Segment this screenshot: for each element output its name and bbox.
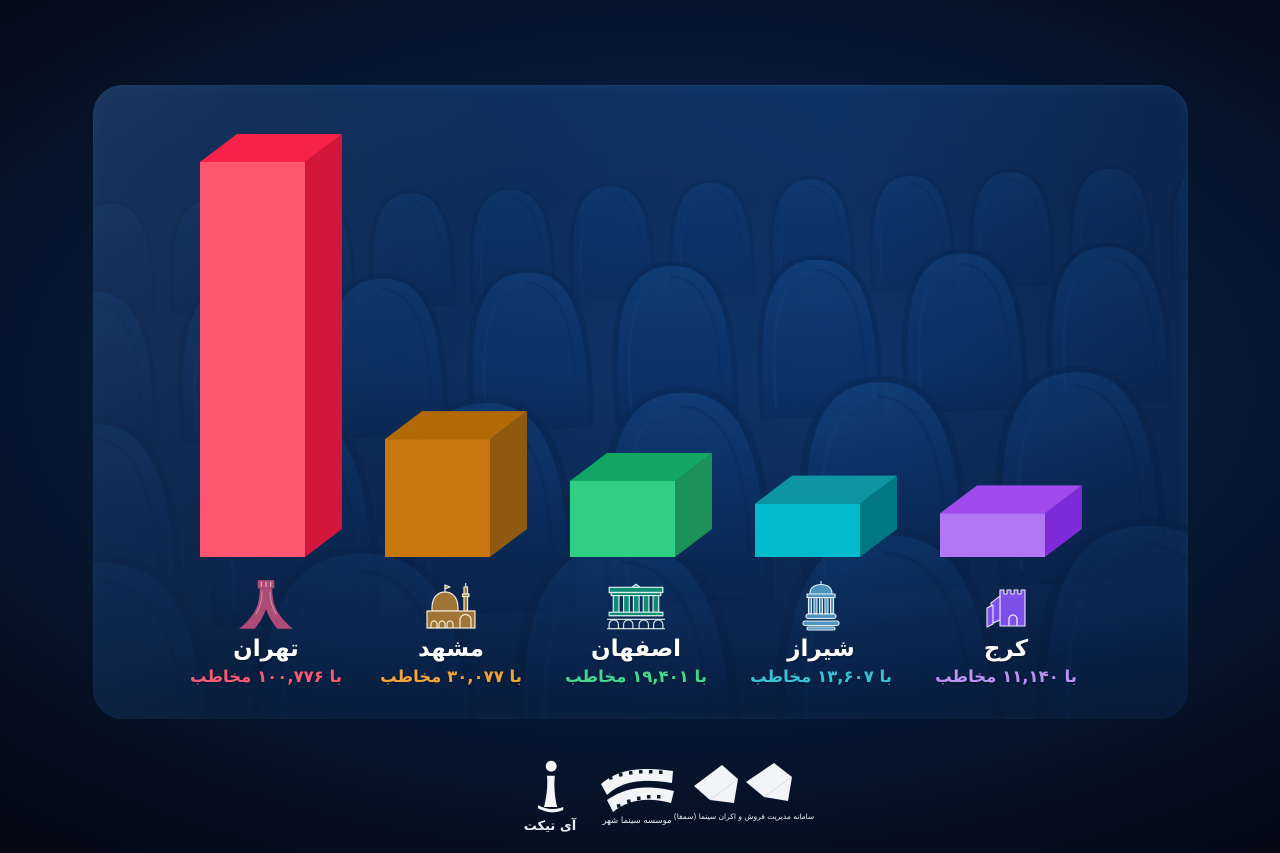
chehel-sotoun-bridge-icon: [605, 577, 667, 633]
iticket-figure-icon: [538, 760, 564, 813]
cinema-shahr-logo: موسسه سینما شهر: [592, 764, 682, 826]
bar-karaj: [940, 485, 1082, 557]
karaj-fort-icon: [978, 577, 1034, 633]
city-name: شیراز: [787, 636, 855, 662]
city-column-karaj: کرج با ۱۱,۱۴۰ مخاطب: [906, 577, 1106, 686]
imam-reza-shrine-icon: [422, 577, 480, 633]
city-audience-count: با ۳۰,۰۷۷ مخاطب: [380, 667, 522, 686]
bar-shiraz: [755, 475, 897, 557]
iticket-logo: آی تیکت: [503, 760, 597, 834]
bar-isfahan: [570, 452, 712, 557]
city-audience-count: با ۱۳,۶۰۷ مخاطب: [750, 667, 892, 686]
samfa-wordmark: سامانه مدیریت فروش و اکران سینما (سمفا): [673, 812, 815, 821]
city-column-isfahan: اصفهان با ۱۹,۴۰۱ مخاطب: [536, 577, 736, 686]
city-name: مشهد: [417, 636, 485, 662]
city-column-tehran: تهران با ۱۰۰,۷۷۶ مخاطب: [166, 577, 366, 686]
hafez-tomb-icon: [793, 577, 849, 633]
city-audience-count: با ۱۰۰,۷۷۶ مخاطب: [190, 667, 342, 686]
city-audience-count: با ۱۱,۱۴۰ مخاطب: [935, 667, 1077, 686]
samfa-logo: سامانه مدیریت فروش و اکران سینما (سمفا): [674, 762, 814, 821]
city-name: اصفهان: [590, 636, 682, 662]
bar-mashhad: [385, 411, 527, 557]
city-column-shiraz: شیراز با ۱۳,۶۰۷ مخاطب: [721, 577, 921, 686]
city-audience-count: با ۱۹,۴۰۱ مخاطب: [565, 667, 707, 686]
cinema-shahr-wordmark: موسسه سینما شهر: [602, 816, 672, 826]
azadi-tower-icon: [237, 577, 295, 633]
bar-tehran: [200, 134, 342, 557]
samfa-mark-icon: [694, 763, 792, 803]
city-name: تهران: [233, 636, 299, 662]
iticket-wordmark: آی تیکت: [523, 819, 577, 834]
city-column-mashhad: مشهد با ۳۰,۰۷۷ مخاطب: [351, 577, 551, 686]
film-strip-icon: [601, 768, 674, 812]
city-name: کرج: [983, 636, 1029, 662]
